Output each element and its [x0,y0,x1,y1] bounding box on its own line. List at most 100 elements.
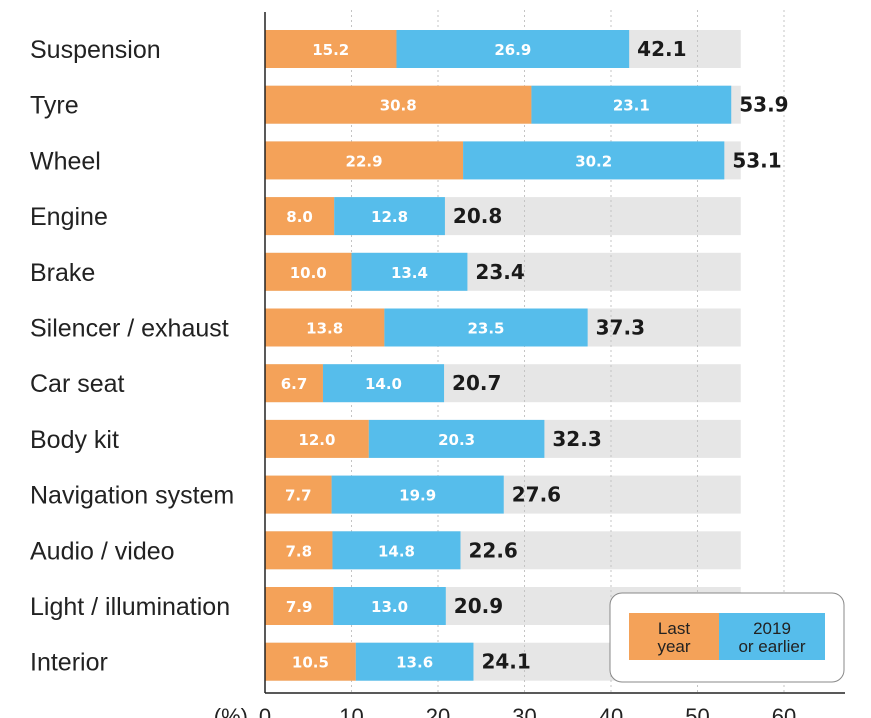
data-label: 30.8 [380,97,417,115]
bar-segment [368,419,545,458]
data-label: 14.8 [378,542,415,560]
bar-row: Audio / video 7.8 14.8 22.6 [30,531,518,570]
legend-swatch [719,613,825,660]
bar-segment [265,364,323,403]
category-label: Engine [30,203,108,231]
legend-label: year [657,637,690,656]
data-label: 19.9 [399,487,436,505]
bar-row: Brake 10.0 13.4 23.4 [30,252,525,291]
data-label: 7.9 [286,598,313,616]
bar-row: Suspension 15.2 26.9 42.1 [30,30,687,68]
data-label: 13.4 [391,264,428,282]
total-label: 42.1 [637,37,686,61]
total-label: 37.3 [596,316,645,340]
bar-segment [265,308,385,347]
category-label: Interior [30,649,108,677]
bar-segment [396,30,630,68]
data-label: 30.2 [575,152,612,170]
data-label: 13.8 [306,320,343,338]
category-label: Wheel [30,147,101,175]
bar-segment [265,587,334,625]
total-label: 53.1 [732,148,781,172]
bar-row: Car seat 6.7 14.0 20.7 [30,364,501,403]
bar-row: Tyre 30.8 23.1 53.9 [30,85,789,124]
data-label: 23.5 [467,320,504,338]
total-label: 22.6 [468,538,517,562]
category-label: Navigation system [30,482,234,510]
bar-segment [531,85,732,124]
bar-segment [265,252,352,291]
data-label: 7.8 [285,542,312,560]
legend-label: or earlier [738,637,805,656]
data-label: 23.1 [613,97,650,115]
bar-row: Engine 8.0 12.8 20.8 [30,197,502,236]
x-axis-unit-label: (%) [214,704,248,718]
category-label: Car seat [30,370,125,398]
bar-segment [333,587,446,625]
bar-segment [463,141,725,180]
x-tick-label: 60 [772,704,796,718]
bar-segment [265,85,532,124]
x-tick-label: 20 [426,704,450,718]
data-label: 10.5 [292,654,329,672]
bar-segment [384,308,588,347]
bar-segment [322,364,445,403]
category-label: Tyre [30,92,79,120]
data-label: 22.9 [346,152,383,170]
data-label: 8.0 [286,208,313,226]
x-tick-label: 0 [259,704,271,718]
category-label: Audio / video [30,537,175,565]
bar-segment [331,475,504,514]
data-label: 13.6 [396,654,433,672]
x-tick-label: 50 [685,704,709,718]
bar-segment [355,642,474,681]
total-label: 20.9 [454,594,503,618]
total-label: 53.9 [739,93,788,117]
total-label: 32.3 [552,427,601,451]
bar-row: Interior 10.5 13.6 24.1 [30,642,531,681]
bar-segment [265,197,335,236]
data-label: 13.0 [371,598,408,616]
bars: Suspension 15.2 26.9 42.1 Tyre 30.8 23.1 53.9 Wh… [30,30,789,681]
legend-label: Last [658,619,690,638]
data-label: 20.3 [438,431,475,449]
bar-row: Silencer / exhaust 13.8 23.5 37.3 [30,308,645,347]
category-label: Suspension [30,36,161,64]
bar-segment [265,475,332,514]
data-label: 6.7 [281,375,308,393]
total-label: 20.8 [453,204,502,228]
total-label: 23.4 [475,260,524,284]
x-tick-label: 30 [512,704,536,718]
bar-row: Wheel 22.9 30.2 53.1 [30,141,782,180]
bar-row: Body kit 12.0 20.3 32.3 [30,419,602,458]
legend-swatch [629,613,719,660]
data-label: 14.0 [365,375,402,393]
category-label: Brake [30,259,95,287]
data-label: 10.0 [290,264,327,282]
data-label: 7.7 [285,487,312,505]
data-label: 15.2 [312,41,349,59]
bar-row: Navigation system 7.7 19.9 27.6 [30,475,561,514]
total-label: 24.1 [481,650,530,674]
category-label: Light / illumination [30,593,230,621]
bar-segment [265,141,464,180]
bar-segment [265,531,333,570]
bar-segment [332,531,461,570]
x-tick-label: 40 [599,704,623,718]
x-tick-label: 10 [339,704,363,718]
data-label: 26.9 [494,41,531,59]
bar-segment [351,252,468,291]
category-label: Body kit [30,426,119,454]
legend-label: 2019 [753,619,791,638]
bar-segment [265,642,356,681]
category-label: Silencer / exhaust [30,315,229,343]
bar-segment [334,197,445,236]
bar-segment [265,30,397,68]
background-bars [265,30,741,681]
grid-lines [351,10,785,693]
total-label: 27.6 [512,483,561,507]
data-label: 12.0 [298,431,335,449]
data-label: 12.8 [371,208,408,226]
